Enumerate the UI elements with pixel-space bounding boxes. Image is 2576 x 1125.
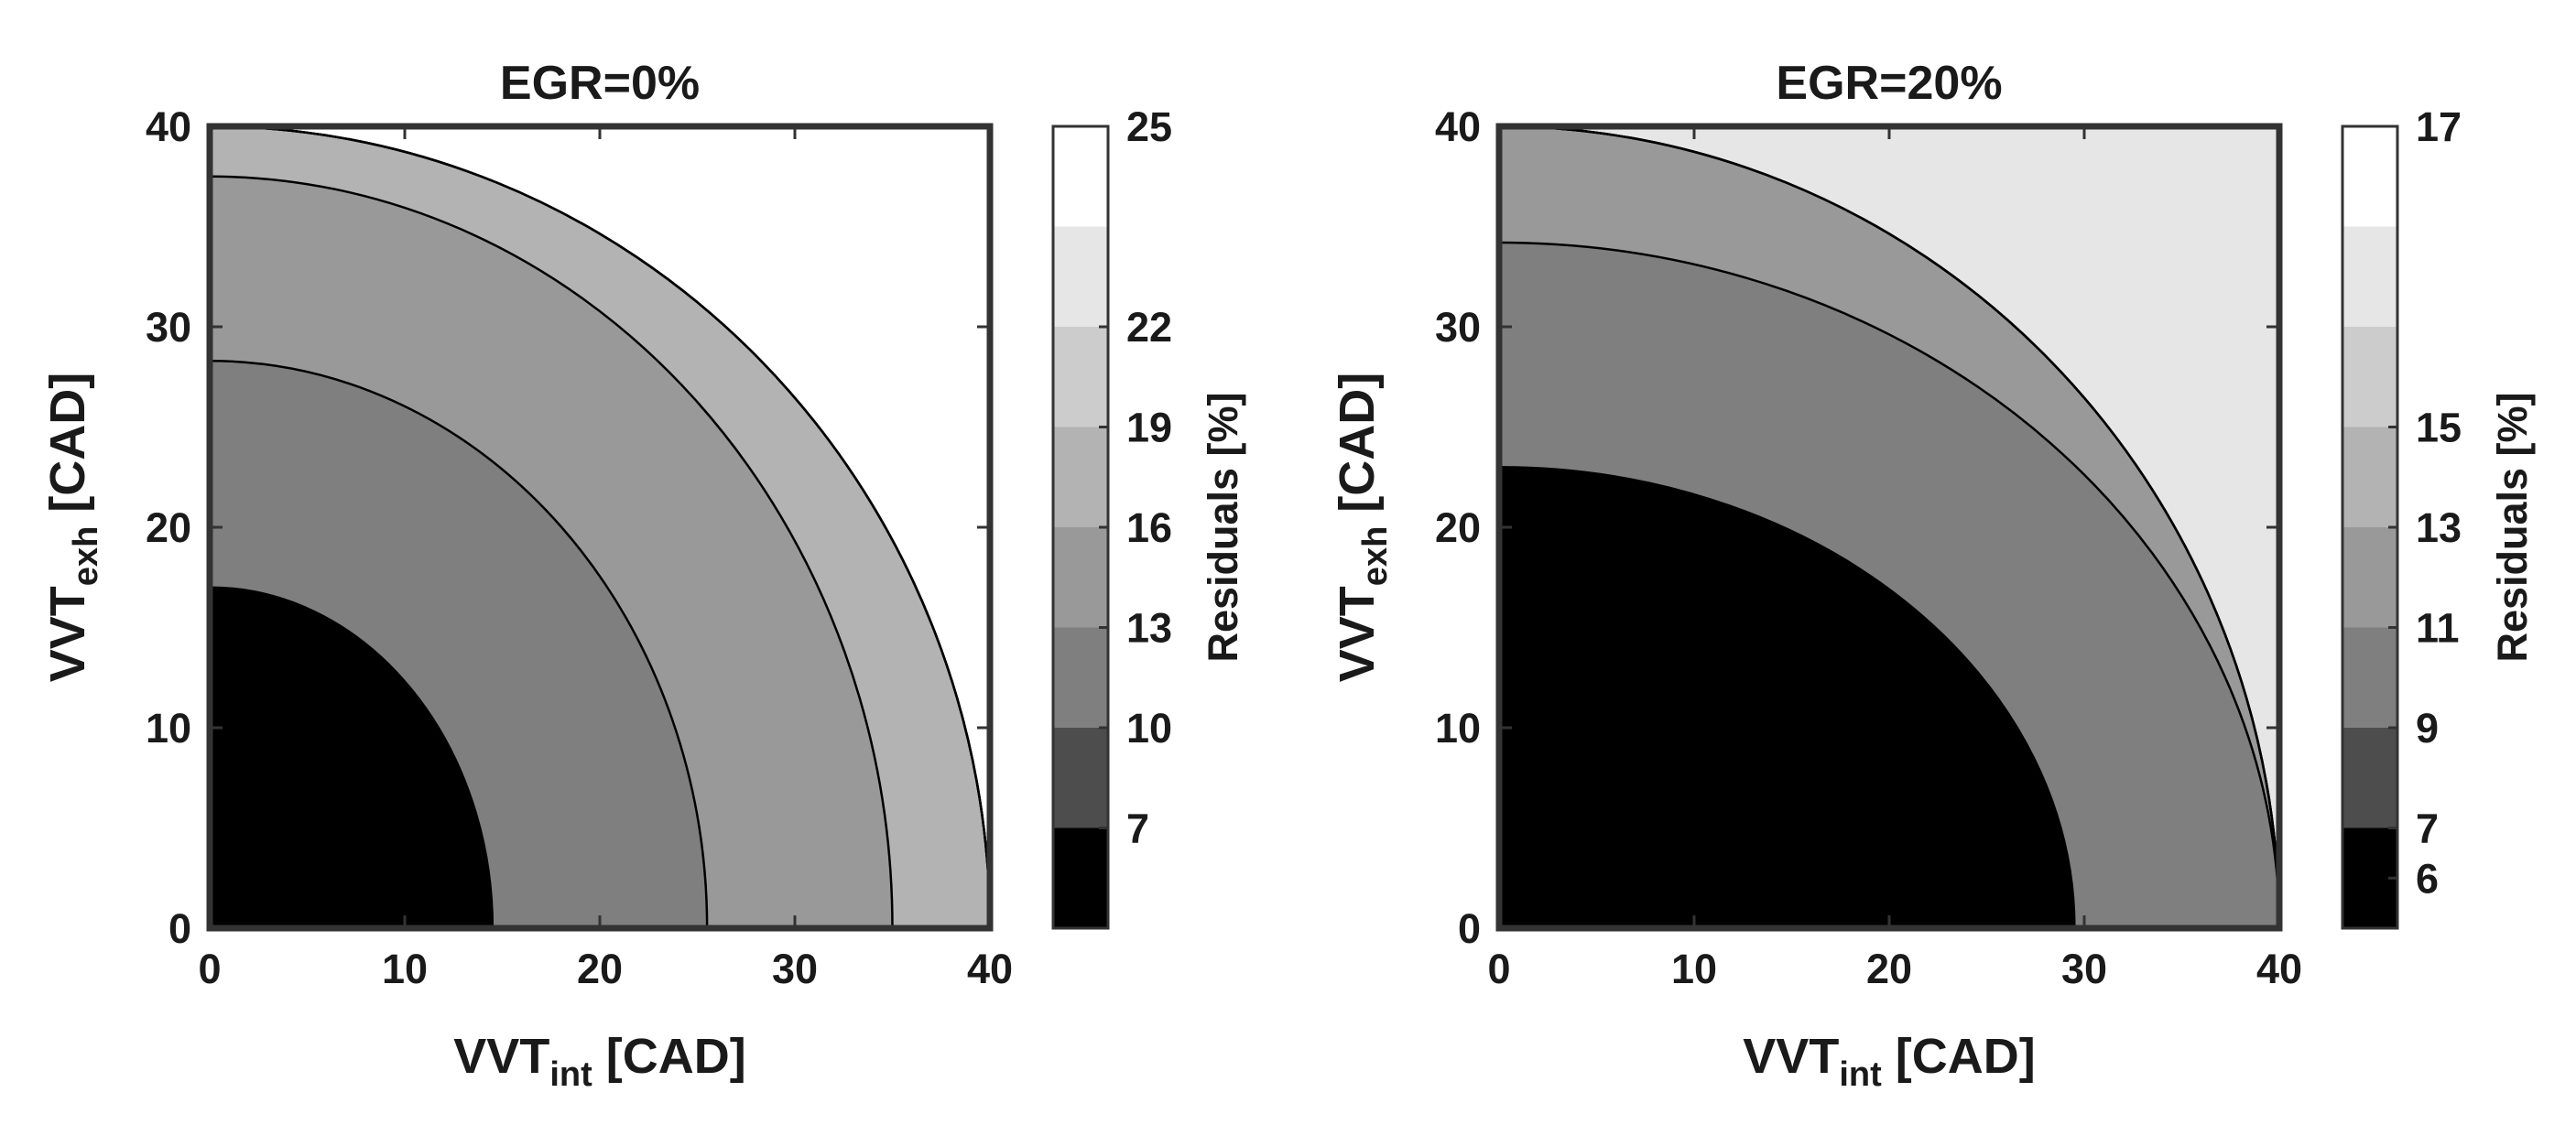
colorbar-tick-label: 13 xyxy=(2416,504,2462,551)
contour-plot-area xyxy=(1499,126,2279,928)
colorbar-tick-label: 11 xyxy=(2416,605,2460,652)
x-tick-label: 30 xyxy=(772,946,818,992)
contour-band xyxy=(1499,467,2075,928)
colorbar-band xyxy=(1053,226,1108,327)
contour-line xyxy=(210,175,894,928)
x-tick-label: 20 xyxy=(577,946,623,992)
x-tick-label: 40 xyxy=(967,946,1013,992)
y-tick-labels: 0 10 20 30 40 xyxy=(1435,103,2279,952)
colorbar-bands xyxy=(2342,126,2397,928)
y-axis-label: VVTexh [CAD] xyxy=(1330,373,1395,682)
colorbar-band xyxy=(2342,627,2397,728)
y-tick-label: 10 xyxy=(146,705,191,752)
colorbar-band xyxy=(2342,126,2397,227)
colorbar-band xyxy=(1053,828,1108,928)
y-tick-label: 40 xyxy=(146,103,191,150)
x-tick-label: 0 xyxy=(198,946,221,992)
y-tick-label: 30 xyxy=(1435,304,1481,351)
y-tick-label: 10 xyxy=(1435,705,1481,752)
y-axis-label: VVTexh [CAD] xyxy=(40,373,105,682)
colorbar-tick-label: 17 xyxy=(2416,103,2462,150)
colorbar-tick-label: 15 xyxy=(2416,405,2462,451)
colorbar-band xyxy=(1053,327,1108,427)
colorbar-tick-label: 16 xyxy=(1126,504,1172,551)
colorbar-label: Residuals [%] xyxy=(2489,392,2536,662)
contour-line xyxy=(210,586,495,928)
colorbar-tick-label: 13 xyxy=(1126,605,1172,652)
contour-line xyxy=(1499,126,2279,928)
x-tick-labels: 0 10 20 30 40 xyxy=(198,126,1013,992)
colorbar-tick-label: 7 xyxy=(2416,806,2439,852)
colorbar-band xyxy=(1053,126,1108,227)
y-tick-label: 20 xyxy=(1435,504,1481,551)
colorbar-band xyxy=(1053,527,1108,628)
contour-band xyxy=(210,587,493,928)
contour-plot-area xyxy=(210,126,990,928)
colorbar-tick-label: 9 xyxy=(2416,705,2439,752)
x-tick-label: 20 xyxy=(1866,946,1912,992)
x-axis-label: VVTint [CAD] xyxy=(1743,1029,2035,1094)
x-axis-label: VVTint [CAD] xyxy=(453,1029,745,1094)
colorbar-tick-label: 19 xyxy=(1126,405,1172,451)
colorbar-band xyxy=(1053,427,1108,527)
colorbar-tick-labels: 67 9 11 13 15 17 xyxy=(2388,103,2462,902)
colorbar-tick-label: 22 xyxy=(1126,304,1172,351)
contour-line xyxy=(210,126,990,928)
colorbar-bands xyxy=(1053,126,1108,928)
y-tick-label: 40 xyxy=(1435,103,1481,150)
x-tick-label: 30 xyxy=(2061,946,2107,992)
x-tick-labels: 0 10 20 30 40 xyxy=(1487,126,2302,992)
colorbar: 67 9 11 13 15 17 Residuals [%] xyxy=(2341,103,2536,930)
contour-line xyxy=(210,359,709,928)
chart-egr-20: EGR=20% 0 10 20 30 40 0 10 20 30 40 VVTint [CAD]… xyxy=(1330,57,2536,1094)
colorbar-tick-label: 25 xyxy=(1126,103,1172,150)
colorbar-band xyxy=(2342,226,2397,327)
colorbar-band xyxy=(2342,527,2397,628)
y-tick-labels: 0 10 20 30 40 xyxy=(146,103,990,952)
y-tick-label: 20 xyxy=(146,504,191,551)
colorbar-tick-label: 7 xyxy=(1126,806,1149,852)
chart-title: EGR=20% xyxy=(1776,57,2002,110)
colorbar-band xyxy=(1053,728,1108,828)
colorbar-band xyxy=(2342,728,2397,828)
x-tick-label: 10 xyxy=(1671,946,1717,992)
y-tick-label: 0 xyxy=(1458,905,1481,952)
x-tick-label: 0 xyxy=(1487,946,1510,992)
chart-title: EGR=0% xyxy=(500,57,700,110)
contour-line xyxy=(1499,241,2279,928)
colorbar-tick-labels: 7 10 13 16 19 22 25 xyxy=(1099,103,1172,852)
colorbar-band xyxy=(2342,427,2397,527)
colorbar-band xyxy=(2342,327,2397,427)
y-tick-label: 30 xyxy=(146,304,191,351)
y-tick-label: 0 xyxy=(168,905,191,952)
x-tick-label: 10 xyxy=(382,946,428,992)
colorbar: 7 10 13 16 19 22 25 Residuals [%] xyxy=(1051,103,1246,930)
colorbar-tick-label: 6 xyxy=(2416,855,2439,902)
colorbar-band xyxy=(1053,627,1108,728)
contour-line xyxy=(1499,466,2076,928)
colorbar-label: Residuals [%] xyxy=(1200,392,1246,662)
colorbar-tick-label: 10 xyxy=(1126,705,1172,752)
x-tick-label: 40 xyxy=(2256,946,2302,992)
